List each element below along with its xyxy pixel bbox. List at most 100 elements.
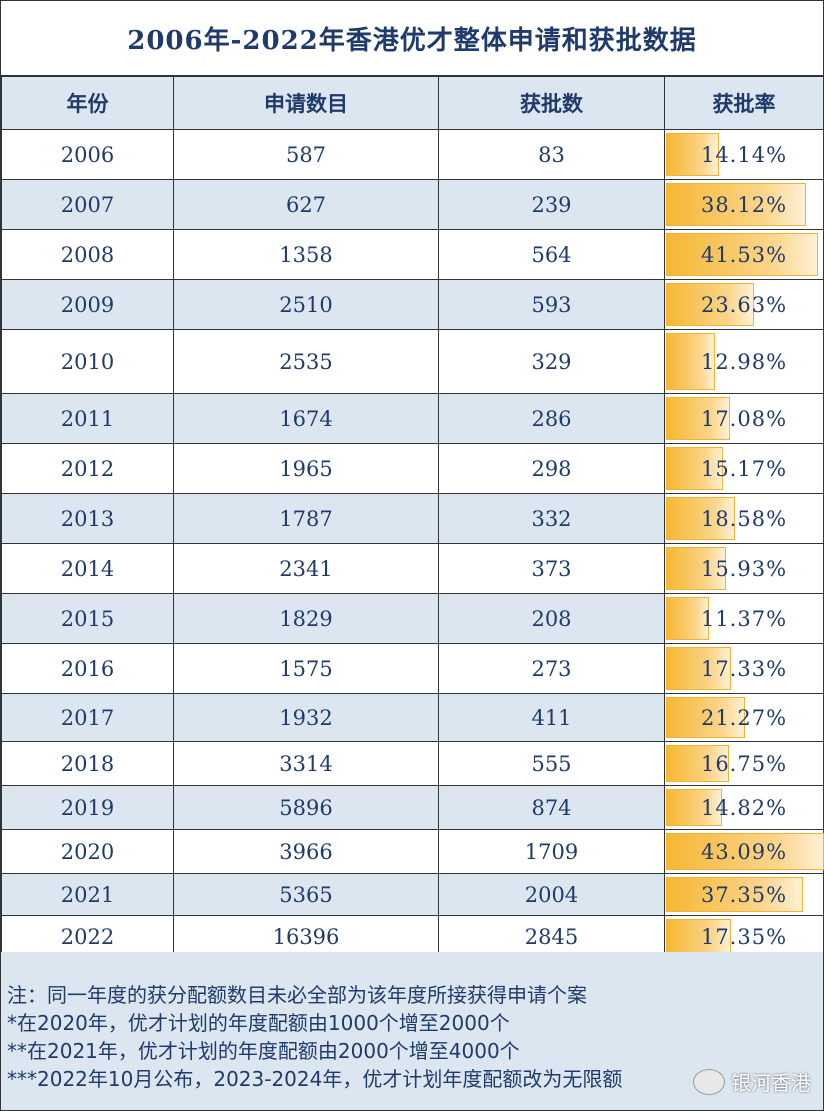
approved-cell: 555	[438, 741, 665, 786]
approved-cell: 208	[438, 593, 665, 644]
rate-value: 11.37%	[700, 606, 788, 631]
rate-bar	[666, 597, 709, 640]
rate-value: 21.27%	[700, 705, 788, 730]
year-cell: 2008	[1, 229, 174, 280]
rate-bar	[666, 233, 818, 276]
table-body: 2006 587 83 14.14% 2007 627 239 38.12% 2008 1358 5…	[1, 129, 824, 958]
rate-bar	[666, 697, 745, 738]
approved-cell: 411	[438, 693, 665, 742]
rate-bar	[666, 183, 806, 226]
rate-bar	[666, 333, 715, 390]
rate-cell: 37.35%	[664, 873, 824, 916]
rate-cell: 14.82%	[664, 785, 824, 830]
watermark-logo: 银河香港	[693, 1067, 811, 1096]
applications-cell: 2510	[173, 279, 439, 330]
table-row: 2016 1575 273 17.33%	[1, 643, 824, 694]
applications-cell: 1829	[173, 593, 439, 644]
year-cell: 2018	[1, 741, 174, 786]
year-cell: 2013	[1, 493, 174, 544]
approved-cell: 332	[438, 493, 665, 544]
approved-cell: 2004	[438, 873, 665, 916]
rate-bar	[666, 397, 730, 440]
approved-cell: 874	[438, 785, 665, 830]
rate-cell: 41.53%	[664, 229, 824, 280]
applications-cell: 2341	[173, 543, 439, 594]
applications-cell: 3966	[173, 829, 439, 874]
table-row: 2010 2535 329 12.98%	[1, 329, 824, 394]
year-cell: 2007	[1, 179, 174, 230]
rate-value: 37.35%	[700, 882, 788, 907]
rate-value: 43.09%	[700, 839, 788, 864]
header-rate: 获批率	[664, 76, 824, 130]
rate-value: 41.53%	[700, 242, 788, 267]
rate-cell: 18.58%	[664, 493, 824, 544]
applications-cell: 2535	[173, 329, 439, 394]
approved-cell: 564	[438, 229, 665, 280]
table-row: 2012 1965 298 15.17%	[1, 443, 824, 494]
rate-bar	[666, 833, 824, 870]
rate-value: 17.35%	[700, 924, 788, 949]
rate-cell: 17.08%	[664, 393, 824, 444]
notes-section: 注：同一年度的获分配额数目未必全部为该年度所接获得申请个案 *在2020年，优才…	[1, 952, 823, 1110]
applications-cell: 3314	[173, 741, 439, 786]
rate-cell: 17.33%	[664, 643, 824, 694]
approved-cell: 2845	[438, 915, 665, 958]
year-cell: 2019	[1, 785, 174, 830]
table-row: 2015 1829 208 11.37%	[1, 593, 824, 644]
approved-cell: 1709	[438, 829, 665, 874]
applications-cell: 1575	[173, 643, 439, 694]
rate-value: 14.14%	[700, 142, 788, 167]
header-row: 年份 申请数目 获批数 获批率	[1, 76, 824, 130]
year-cell: 2021	[1, 873, 174, 916]
note-line: *在2020年，优才计划的年度配额由1000个增至2000个	[7, 1011, 510, 1035]
approved-cell: 286	[438, 393, 665, 444]
rate-value: 17.33%	[700, 656, 788, 681]
rate-value: 12.98%	[700, 349, 788, 374]
year-cell: 2016	[1, 643, 174, 694]
approved-cell: 373	[438, 543, 665, 594]
table-row: 2007 627 239 38.12%	[1, 179, 824, 230]
applications-cell: 587	[173, 129, 439, 180]
note-line: 注：同一年度的获分配额数目未必全部为该年度所接获得申请个案	[7, 983, 587, 1007]
rate-bar	[666, 133, 719, 176]
rate-bar	[666, 789, 722, 826]
year-cell: 2011	[1, 393, 174, 444]
approved-cell: 273	[438, 643, 665, 694]
approved-cell: 329	[438, 329, 665, 394]
rate-bar	[666, 745, 729, 782]
page-title: 2006年-2022年香港优才整体申请和获批数据	[1, 1, 823, 76]
rate-cell: 38.12%	[664, 179, 824, 230]
rate-cell: 15.17%	[664, 443, 824, 494]
year-cell: 2017	[1, 693, 174, 742]
rate-value: 16.75%	[700, 751, 788, 776]
rate-bar	[666, 497, 735, 540]
table-row: 2020 3966 1709 43.09%	[1, 829, 824, 874]
table-row: 2009 2510 593 23.63%	[1, 279, 824, 330]
approved-cell: 239	[438, 179, 665, 230]
year-cell: 2010	[1, 329, 174, 394]
applications-cell: 5365	[173, 873, 439, 916]
rate-cell: 43.09%	[664, 829, 824, 874]
year-cell: 2012	[1, 443, 174, 494]
year-cell: 2006	[1, 129, 174, 180]
applications-cell: 5896	[173, 785, 439, 830]
applications-cell: 1358	[173, 229, 439, 280]
approved-cell: 593	[438, 279, 665, 330]
rate-value: 38.12%	[700, 192, 788, 217]
rate-cell: 12.98%	[664, 329, 824, 394]
header-year: 年份	[1, 76, 174, 130]
rate-bar	[666, 919, 731, 954]
rate-bar	[666, 547, 726, 590]
table-row: 2014 2341 373 15.93%	[1, 543, 824, 594]
rate-value: 17.08%	[700, 406, 788, 431]
table-row: 2008 1358 564 41.53%	[1, 229, 824, 280]
table-row: 2006 587 83 14.14%	[1, 129, 824, 180]
approved-cell: 298	[438, 443, 665, 494]
watermark-text: 银河香港	[731, 1071, 811, 1095]
table-row: 2021 5365 2004 37.35%	[1, 873, 824, 916]
applications-cell: 1674	[173, 393, 439, 444]
rate-value: 15.93%	[700, 556, 788, 581]
year-cell: 2014	[1, 543, 174, 594]
note-line: ***2022年10月公布，2023-2024年，优才计划年度配额改为无限额	[7, 1067, 623, 1091]
